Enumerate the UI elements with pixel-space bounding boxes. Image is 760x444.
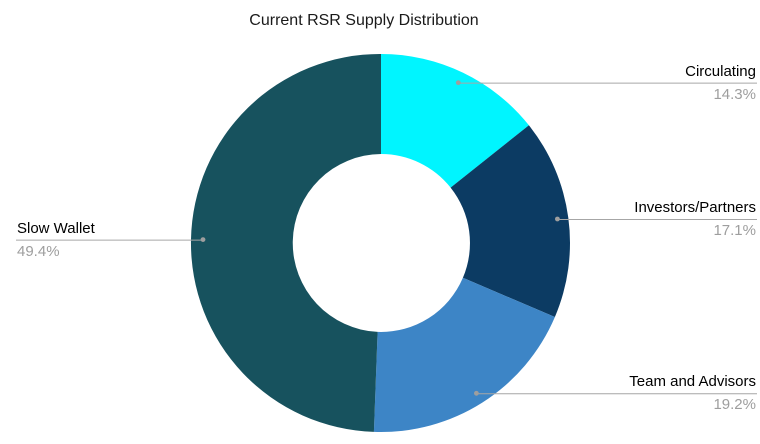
slice-label-investors-partners: Investors/Partners 17.1% — [536, 198, 756, 241]
slice-name: Investors/Partners — [634, 199, 756, 217]
slice-percent: 14.3% — [713, 85, 756, 103]
slice-circulating[interactable] — [381, 53, 529, 188]
slice-percent: 49.4% — [17, 242, 60, 260]
slice-name: Slow Wallet — [17, 219, 95, 237]
slice-name: Team and Advisors — [629, 373, 756, 391]
chart-title: Current RSR Supply Distribution — [249, 12, 479, 29]
slice-name: Circulating — [685, 62, 756, 80]
slice-label-circulating: Circulating 14.3% — [536, 62, 756, 105]
leader-dot — [455, 80, 461, 86]
slice-percent: 17.1% — [713, 222, 756, 240]
slice-label-slow-wallet: Slow Wallet 49.4% — [17, 219, 237, 262]
slice-team-and-advisors[interactable] — [373, 277, 555, 433]
slice-slow-wallet[interactable] — [190, 53, 381, 432]
slice-label-team-and-advisors: Team and Advisors 19.2% — [536, 372, 756, 415]
slice-percent: 19.2% — [713, 396, 756, 414]
leader-dot — [474, 390, 479, 396]
leader-dot — [555, 216, 560, 222]
slice-investors-partners[interactable] — [450, 125, 571, 317]
leader-dot — [200, 237, 206, 243]
